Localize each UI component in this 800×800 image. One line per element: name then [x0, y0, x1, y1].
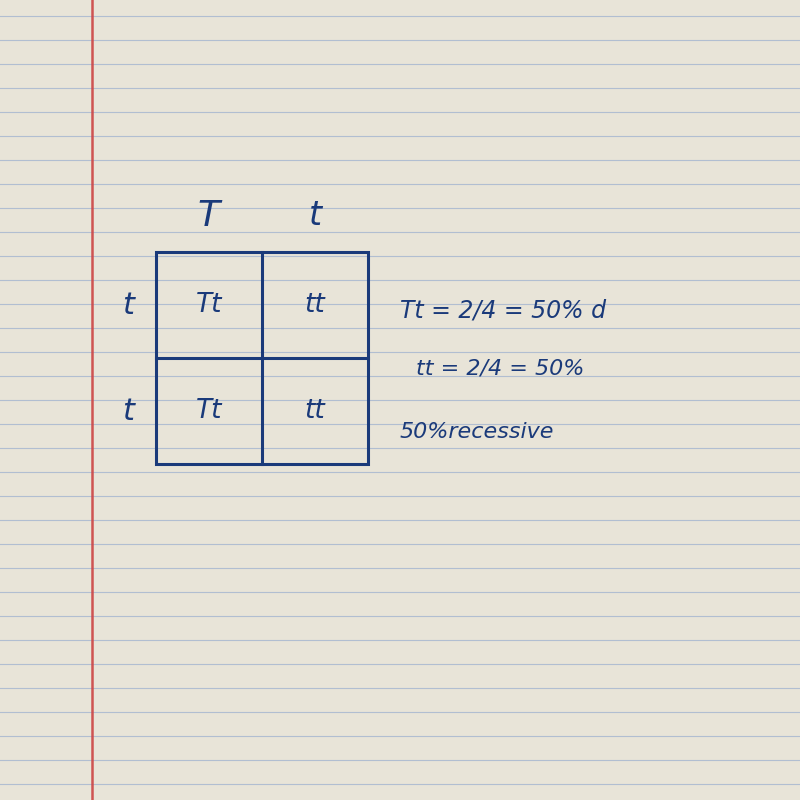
- Text: tt: tt: [305, 292, 326, 318]
- Text: Tt = 2/4 = 50% d: Tt = 2/4 = 50% d: [400, 298, 606, 322]
- Text: Tt: Tt: [196, 292, 222, 318]
- Bar: [156, 252, 368, 464]
- Text: tt: tt: [305, 398, 326, 424]
- Text: T: T: [198, 199, 220, 233]
- Text: t: t: [122, 397, 134, 426]
- Text: 50%recessive: 50%recessive: [400, 422, 554, 442]
- Text: t: t: [309, 199, 322, 233]
- Text: Tt: Tt: [196, 398, 222, 424]
- Text: tt = 2/4 = 50%: tt = 2/4 = 50%: [416, 358, 584, 378]
- Text: t: t: [122, 290, 134, 319]
